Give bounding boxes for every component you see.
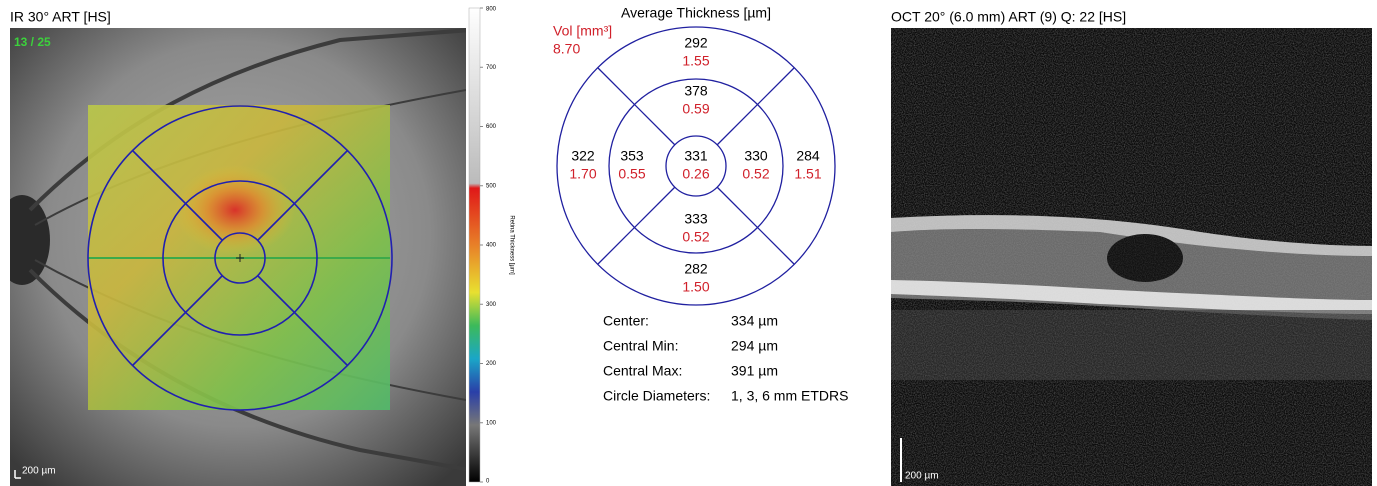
sector-volume: 0.59	[682, 101, 709, 117]
colorbar-tick-label: 100	[486, 420, 497, 426]
colorbar-tick-label: 400	[486, 243, 497, 249]
total-volume: 8.70	[553, 41, 580, 57]
sector-volume: 0.55	[618, 166, 645, 182]
stat-value: 334 µm	[731, 313, 778, 329]
sector-volume: 1.70	[569, 166, 596, 182]
colorbar-tick-label: 600	[486, 124, 497, 130]
sector-volume: 1.51	[794, 166, 821, 182]
oct-title: OCT 20° (6.0 mm) ART (9) Q: 22 [HS]	[891, 9, 1126, 25]
stat-value: 1, 3, 6 mm ETDRS	[731, 388, 848, 404]
fundus-title: IR 30° ART [HS]	[10, 9, 111, 25]
stats: Center: 334 µm Central Min: 294 µm Central M…	[603, 313, 848, 404]
sector-thickness: 292	[684, 35, 708, 51]
colorbar-tick-label: 700	[486, 65, 497, 71]
fundus-scale: 200 µm	[22, 466, 56, 477]
sector-thickness: 322	[571, 148, 595, 164]
colorbar-tick-label: 500	[486, 183, 497, 189]
stat-value: 391 µm	[731, 363, 778, 379]
oct-image	[891, 28, 1372, 486]
stat-label: Central Min:	[603, 338, 678, 354]
sector-thickness: 282	[684, 261, 708, 277]
sector-volume: 0.52	[742, 166, 769, 182]
sector-thickness: 284	[796, 148, 820, 164]
etdrs-grid	[556, 26, 836, 306]
sector-thickness: 378	[684, 83, 708, 99]
colorbar	[468, 7, 481, 483]
sector-thickness: 353	[620, 148, 644, 164]
sector-volume: 0.52	[682, 229, 709, 245]
stat-value: 294 µm	[731, 338, 778, 354]
etdrs-title: Average Thickness [µm]	[621, 5, 771, 21]
colorbar-tick-label: 300	[486, 302, 497, 308]
fundus-image	[10, 28, 466, 486]
colorbar-label: Retina Thickness [µm]	[508, 215, 514, 275]
sectors: 292 1.55 378 0.59 322 1.70 353 0.55 331 0.26 330 0.…	[569, 35, 821, 295]
sector-volume: 1.55	[682, 53, 709, 69]
colorbar-tick-label: 200	[486, 361, 497, 367]
sector-thickness: 333	[684, 211, 708, 227]
sector-thickness: 330	[744, 148, 768, 164]
volume-label: Vol [mm³]	[553, 23, 612, 39]
stat-label: Circle Diameters:	[603, 388, 710, 404]
stat-label: Central Max:	[603, 363, 682, 379]
sector-volume: 0.26	[682, 166, 709, 182]
colorbar-ticks: 0 100 200 300 400 500 600 700 800	[480, 7, 497, 485]
scan-counter: 13 / 25	[14, 35, 51, 49]
colorbar-tick-label: 800	[486, 7, 497, 13]
oct-scale: 200 µm	[905, 471, 939, 482]
sector-thickness: 331	[684, 148, 708, 164]
colorbar-tick-label: 0	[486, 479, 490, 485]
stat-label: Center:	[603, 313, 649, 329]
sector-volume: 1.50	[682, 279, 709, 295]
